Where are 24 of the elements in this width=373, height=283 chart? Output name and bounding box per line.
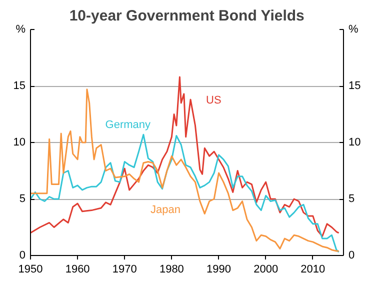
- x-tick-label: 1960: [65, 264, 90, 276]
- y2-tick-label: 5: [348, 193, 355, 205]
- x-tick-label: 2010: [300, 264, 326, 276]
- x-tick-label: 1970: [112, 264, 137, 276]
- y-tick-label: 15: [13, 80, 26, 92]
- line-series: [30, 134, 340, 253]
- series-label: US: [206, 94, 222, 106]
- series-label: Japan: [150, 204, 181, 216]
- chart-title: 10-year Government Bond Yields: [69, 8, 304, 24]
- y-tick-label: 10: [13, 136, 26, 148]
- y2-tick-label: 0: [348, 250, 355, 262]
- x-tick-label: 2000: [254, 264, 278, 276]
- x-tick-label: 1980: [159, 264, 184, 276]
- y-tick-label: 0: [19, 250, 26, 262]
- line-series: [30, 88, 340, 252]
- y2-tick-label: 10: [348, 136, 361, 148]
- line-series: [30, 76, 340, 238]
- x-tick-label: 1950: [18, 264, 43, 276]
- y2-tick-label: %: [348, 24, 358, 36]
- y2-tick-label: 15: [348, 80, 361, 92]
- y-tick-label: 5: [19, 193, 26, 205]
- series-label: Germany: [105, 119, 152, 132]
- x-tick-label: 1990: [206, 264, 232, 276]
- y-tick-label: %: [16, 24, 26, 36]
